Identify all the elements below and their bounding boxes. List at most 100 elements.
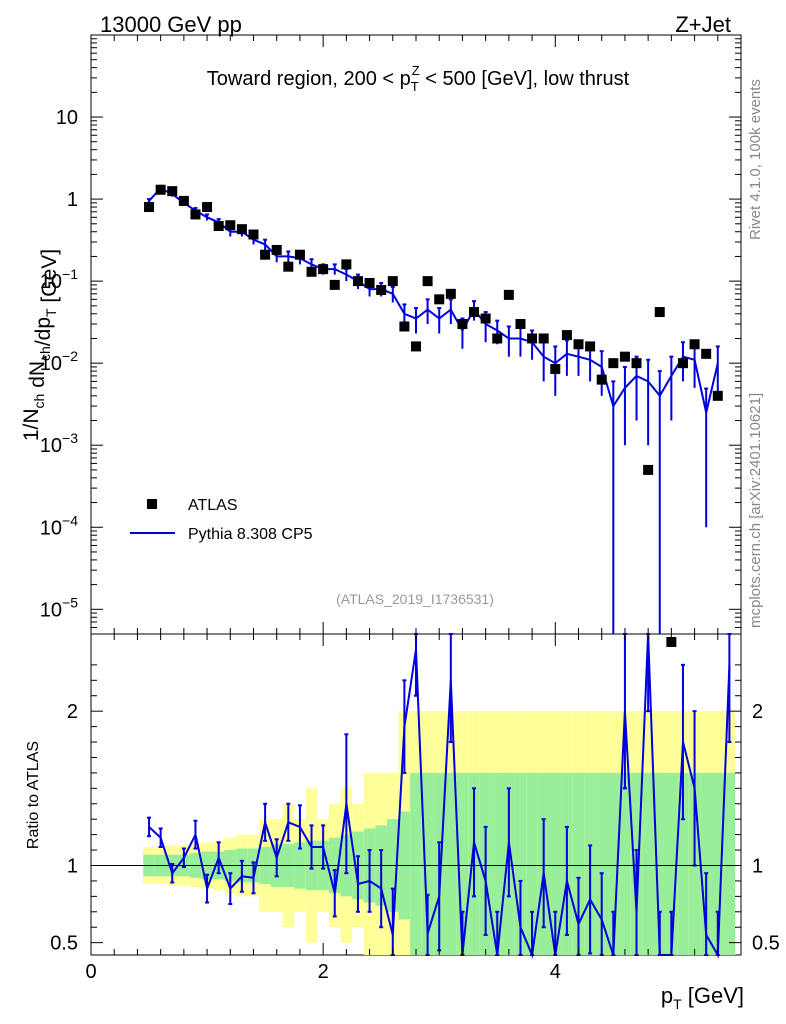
ratio-y-tick-label: 0.5 — [50, 933, 78, 955]
atlas-data-point — [329, 279, 340, 290]
y-tick-base: 10 — [40, 271, 62, 293]
energy-label: 13000 GeV pp — [100, 12, 242, 37]
ratio-band-inner — [445, 772, 457, 955]
ylabel-sub: ch — [37, 346, 53, 361]
atlas-data-point — [202, 202, 213, 213]
main-plot — [144, 184, 723, 647]
atlas-data-point — [236, 224, 247, 235]
atlas-data-point — [306, 266, 317, 277]
atlas-data-point — [225, 220, 236, 231]
y-tick-base: 10 — [40, 599, 62, 621]
ratio-band-inner — [410, 772, 422, 955]
atlas-data-point — [619, 351, 630, 362]
y-tick-label: 10−4 — [40, 512, 78, 539]
ratio-band-inner — [595, 772, 608, 955]
xlabel-sub: T — [673, 996, 682, 1012]
atlas-data-point — [654, 307, 665, 318]
atlas-data-point — [585, 341, 596, 352]
atlas-data-point — [376, 284, 387, 295]
atlas-data-point — [492, 333, 503, 344]
main-plot-frame — [90, 34, 742, 635]
atlas-data-point — [248, 229, 259, 240]
atlas-data-point — [445, 288, 456, 299]
mcplots-label: mcplots.cern.ch [arXiv:2401.10621] — [747, 393, 764, 628]
title-sub: T — [411, 79, 419, 94]
ratio-y-tick-label-right: 2 — [752, 701, 763, 723]
atlas-data-point — [527, 333, 538, 344]
ratio-band-inner — [711, 772, 724, 955]
xlabel-p: p — [661, 983, 673, 1008]
y-tick-base: 10 — [40, 517, 62, 539]
legend-mc-label: Pythia 8.308 CP5 — [188, 526, 313, 543]
atlas-data-point — [538, 333, 549, 344]
ratio-band-inner — [607, 772, 620, 955]
ratio-band-inner — [514, 772, 527, 955]
atlas-data-point — [271, 244, 282, 255]
y-tick-exp: −1 — [62, 266, 78, 282]
atlas-data-point — [561, 330, 572, 341]
ratio-y-tick-label-right: 0.5 — [752, 933, 780, 955]
atlas-data-point — [364, 277, 375, 288]
title-part: < 500 [GeV], low thrust — [420, 68, 630, 90]
atlas-data-point — [666, 636, 677, 647]
ratio-band-inner — [526, 772, 538, 955]
ylabel-sub: T — [43, 308, 59, 317]
ylabel-part: /dp — [32, 317, 55, 346]
atlas-data-point — [677, 358, 688, 369]
ratio-band-inner — [421, 772, 434, 955]
atlas-data-point — [341, 259, 352, 270]
y-tick-exp: −5 — [62, 594, 78, 610]
rivet-label: Rivet 4.1.0, 100k events — [747, 79, 764, 240]
y-tick-base: 10 — [40, 435, 62, 457]
process-label: Z+Jet — [675, 12, 731, 37]
atlas-data-point — [190, 209, 201, 220]
legend-data-label: ATLAS — [188, 497, 238, 514]
atlas-data-point — [178, 195, 189, 206]
atlas-data-point — [701, 348, 712, 359]
atlas-data-point — [411, 341, 421, 352]
atlas-data-point — [515, 319, 526, 330]
atlas-data-point — [434, 294, 445, 305]
xlabel-rest: [GeV] — [682, 983, 744, 1008]
atlas-data-point — [480, 313, 491, 324]
legend: ATLAS Pythia 8.308 CP5 — [130, 497, 313, 543]
ratio-y-tick-label-right: 1 — [752, 855, 763, 877]
atlas-data-point — [283, 261, 294, 272]
ratio-mc-line — [148, 633, 731, 959]
ratio-band-inner — [456, 772, 469, 955]
atlas-data-point — [399, 321, 410, 332]
atlas-data-point — [260, 249, 271, 260]
ratio-band-inner — [653, 772, 666, 955]
x-tick-label: 4 — [550, 961, 561, 983]
title-p: p — [400, 68, 411, 90]
y-axis-title: 1/Nch dNch/dpT [GeV] — [20, 249, 61, 441]
atlas-data-point — [352, 276, 363, 287]
y-tick-label: 10 — [56, 107, 78, 129]
ratio-band-inner — [491, 772, 504, 955]
ylabel-sub: ch — [31, 394, 47, 409]
atlas-data-point — [457, 319, 468, 330]
atlas-data-point — [387, 276, 398, 287]
title-sup: Z — [412, 63, 420, 78]
y-tick-label: 10−2 — [40, 348, 78, 375]
x-axis-title: pT [GeV] — [661, 983, 744, 1012]
ratio-band-inner — [700, 772, 712, 955]
atlas-data-point — [631, 358, 642, 369]
y-tick-exp: −4 — [62, 512, 78, 528]
atlas-data-point — [213, 220, 224, 231]
ylabel-part: 1/N — [20, 408, 43, 441]
atlas-data-point — [318, 264, 329, 275]
analysis-id: (ATLAS_2019_I1736531) — [336, 591, 494, 607]
atlas-data-point — [689, 339, 700, 350]
x-tick-label: 0 — [85, 961, 96, 983]
atlas-data-point — [294, 249, 305, 260]
ratio-band-inner — [677, 772, 689, 955]
atlas-data-point — [503, 289, 514, 300]
chart-title: Toward region, 200 < pTZ < 500 [GeV], lo… — [207, 63, 630, 94]
atlas-data-point — [712, 390, 723, 401]
atlas-data-point — [596, 374, 607, 385]
y-tick-exp: −2 — [62, 348, 78, 364]
ratio-y-tick-label: 1 — [67, 855, 78, 877]
